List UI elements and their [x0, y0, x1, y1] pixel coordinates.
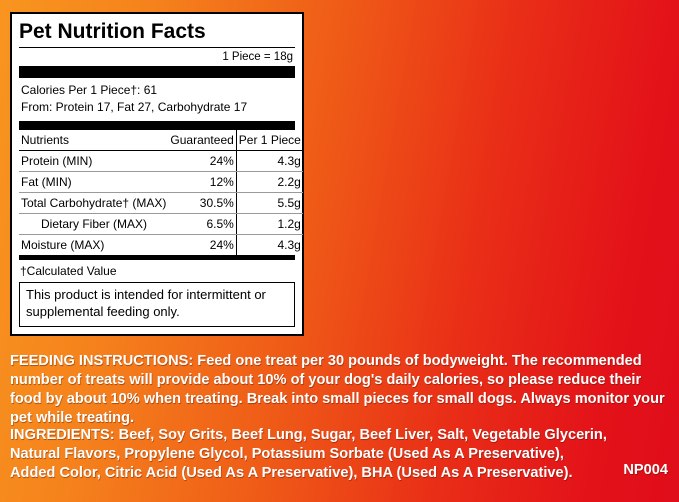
table-row: Moisture (MAX) 24% 4.3g: [19, 234, 303, 255]
feeding-purpose-note: This product is intended for intermitten…: [19, 281, 295, 327]
nutrient-guaranteed: 30.5%: [168, 192, 237, 214]
nutrient-per-piece: 4.3g: [235, 150, 303, 172]
feeding-instructions: FEEDING INSTRUCTIONS: Feed one treat per…: [10, 352, 670, 428]
divider-bar: [19, 254, 295, 260]
table-header-row: Nutrients Guaranteed Per 1 Piece: [19, 129, 303, 151]
nutrient-guaranteed: 24%: [209, 237, 234, 252]
header-nutrients: Nutrients: [19, 129, 169, 151]
table-row: Fat (MIN) 12% 2.2g: [19, 171, 303, 193]
nutrient-per-piece: 4.3g: [235, 234, 303, 255]
calories-line: Calories Per 1 Piece†: 61: [21, 83, 158, 97]
nutrient-table-body: Protein (MIN) 24% 4.3g Fat (MIN) 12% 2.2g Tota…: [19, 150, 303, 255]
header-per-piece: Per 1 Piece: [235, 129, 303, 151]
nutrients-table: Nutrients Guaranteed Per 1 Piece Protein…: [19, 129, 303, 255]
calories-from-line: From: Protein 17, Fat 27, Carbohydrate 1…: [21, 100, 248, 115]
feeding-instructions-text: Feed one treat per 30 pounds of bodyweig…: [10, 353, 665, 426]
nutrient-guaranteed: 12%: [168, 171, 237, 193]
nutrition-facts-panel: Pet Nutrition Facts 1 Piece = 18g Calori…: [10, 12, 304, 336]
nutrient-name: Total Carbohydrate† (MAX): [19, 192, 169, 214]
nutrient-per-piece: 1.2g: [235, 213, 303, 235]
nutrient-guaranteed: 6.5%: [168, 213, 237, 235]
table-row: Dietary Fiber (MAX) 6.5% 1.2g: [19, 213, 303, 235]
nutrient-name: Dietary Fiber (MAX): [19, 213, 169, 235]
calories-block: Calories Per 1 Piece†: 61 From: Protein …: [19, 78, 295, 121]
ingredients-label: INGREDIENTS:: [10, 427, 115, 443]
nutrient-per-piece: 5.5g: [235, 192, 303, 214]
serving-size: 1 Piece = 18g: [222, 51, 293, 63]
ingredients: INGREDIENTS: Beef, Soy Grits, Beef Lung,…: [10, 426, 610, 483]
nutrient-name: Fat (MIN): [19, 171, 169, 193]
ingredients-text: Beef, Soy Grits, Beef Lung, Sugar, Beef …: [10, 427, 607, 481]
divider-bar: [19, 66, 295, 78]
panel-title: Pet Nutrition Facts: [19, 19, 295, 48]
table-row: Total Carbohydrate† (MAX) 30.5% 5.5g: [19, 192, 303, 214]
feeding-instructions-label: FEEDING INSTRUCTIONS:: [10, 353, 194, 369]
calculated-value-footnote: †Calculated Value: [20, 263, 117, 278]
table-row: Protein (MIN) 24% 4.3g: [19, 150, 303, 172]
nutrient-name: Moisture (MAX): [21, 237, 105, 252]
header-guaranteed: Guaranteed: [168, 129, 237, 151]
product-code: NP004: [623, 462, 668, 478]
nutrient-per-piece: 2.2g: [235, 171, 303, 193]
nutrient-name: Protein (MIN): [19, 150, 169, 172]
nutrient-guaranteed: 24%: [168, 150, 237, 172]
divider-bar: [19, 120, 295, 130]
